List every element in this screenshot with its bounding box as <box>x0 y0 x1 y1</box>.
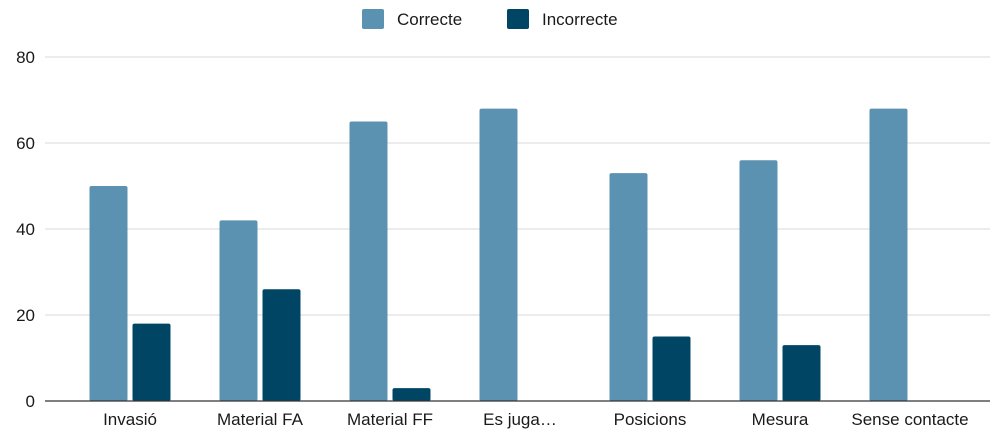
bar-correcte <box>609 173 648 401</box>
bar-incorrecte <box>132 323 171 401</box>
x-tick-label: Material FF <box>347 410 433 429</box>
y-tick-label: 40 <box>16 220 35 239</box>
y-axis-ticks: 0 20 40 60 80 <box>16 48 35 411</box>
y-tick-label: 20 <box>16 306 35 325</box>
bar-correcte <box>89 186 128 401</box>
x-tick-label: Es juga… <box>483 410 557 429</box>
bar-correcte <box>219 220 258 401</box>
y-tick-label: 60 <box>16 134 35 153</box>
legend-label-correcte: Correcte <box>397 10 462 29</box>
x-tick-label: Sense contacte <box>851 410 968 429</box>
legend-swatch-correcte <box>362 9 384 29</box>
bar-incorrecte <box>652 336 691 401</box>
bar-incorrecte <box>262 289 301 401</box>
bar-correcte <box>739 160 778 401</box>
legend-swatch-incorrecte <box>507 9 529 29</box>
y-tick-label: 0 <box>26 392 35 411</box>
bar-correcte <box>349 121 388 401</box>
bar-correcte <box>479 108 518 401</box>
x-tick-label: Mesura <box>752 410 809 429</box>
bar-correcte <box>869 108 908 401</box>
bar-incorrecte <box>392 388 431 401</box>
bars <box>89 108 908 401</box>
x-tick-label: Invasió <box>103 410 157 429</box>
legend: Correcte Incorrecte <box>362 9 618 29</box>
x-tick-label: Material FA <box>217 410 304 429</box>
x-axis-labels: Invasió Material FA Material FF Es juga… Pos… <box>103 410 969 429</box>
y-tick-label: 80 <box>16 48 35 67</box>
legend-label-incorrecte: Incorrecte <box>542 10 618 29</box>
x-tick-label: Posicions <box>614 410 687 429</box>
bar-incorrecte <box>782 345 821 401</box>
